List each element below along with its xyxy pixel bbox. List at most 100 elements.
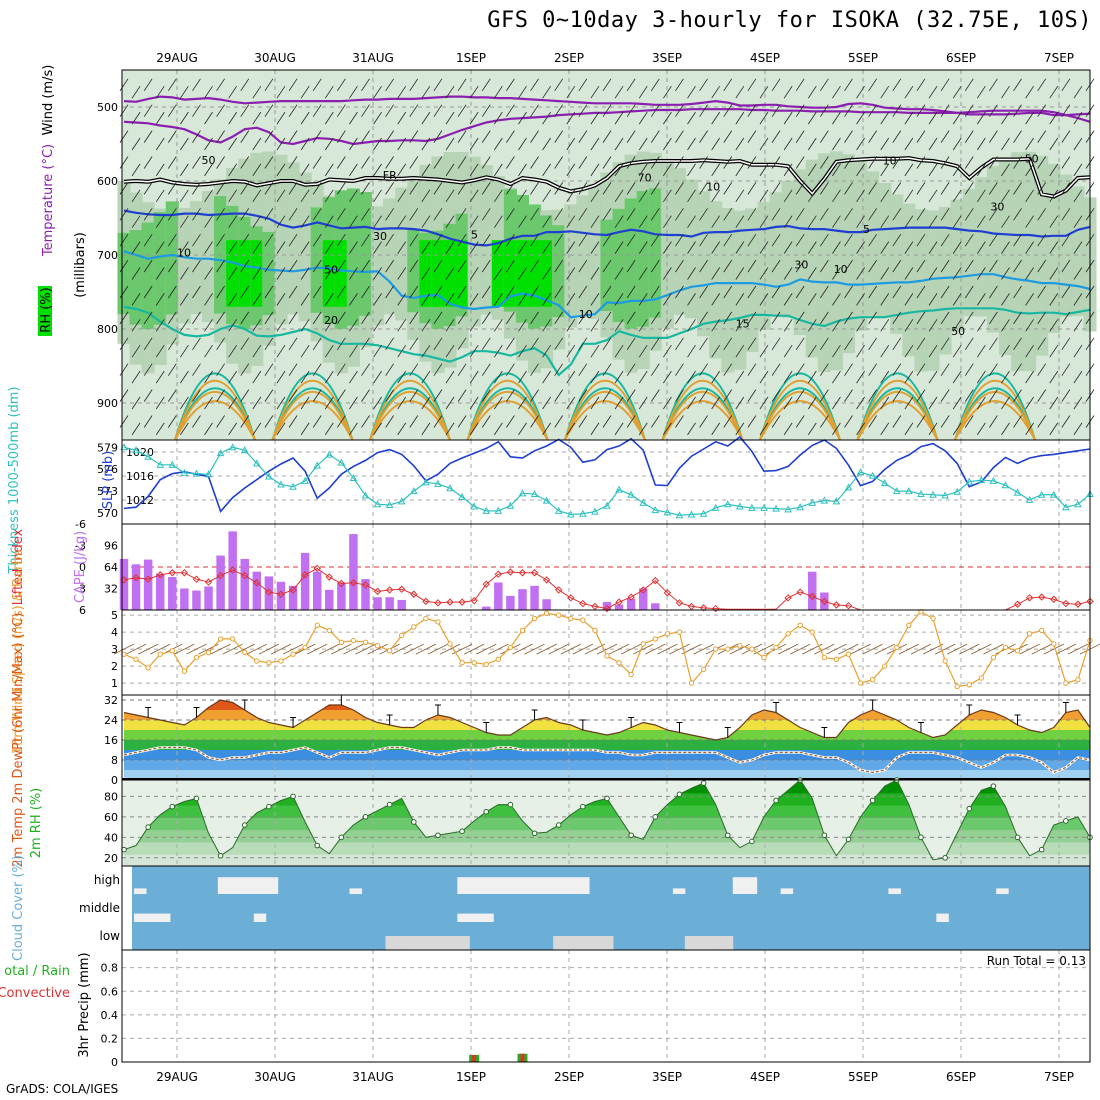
wind-barb	[880, 267, 890, 280]
rh-point	[773, 797, 779, 804]
lifted-index-point	[699, 604, 708, 612]
wind-barb	[155, 396, 165, 410]
wind-barb	[856, 85, 865, 99]
wind-barb	[566, 370, 576, 384]
wind-barb	[518, 422, 527, 436]
wind-barb	[421, 293, 431, 306]
wind-barb	[397, 370, 407, 384]
wind-barb	[614, 422, 624, 436]
wind-barb	[856, 370, 865, 384]
wind-barb	[506, 156, 515, 169]
wind-barb	[349, 241, 358, 254]
rh-point	[1063, 818, 1069, 824]
wind-barb	[747, 208, 757, 221]
wind-barb	[928, 215, 938, 228]
wind-barb	[735, 241, 745, 254]
wind-barb	[343, 643, 364, 655]
wind-barb	[143, 104, 153, 117]
contour-label: 50	[951, 325, 965, 338]
panel-frame	[121, 439, 1091, 525]
wind-barb	[180, 137, 189, 151]
wind-barb	[240, 337, 250, 351]
thickness-point	[772, 504, 780, 512]
rh-band	[998, 157, 1013, 356]
wind-speed-point	[1002, 644, 1009, 651]
temperature-contour	[564, 391, 646, 441]
wind-barb	[964, 156, 974, 169]
wind-barb	[663, 163, 672, 177]
wind-speed-point	[507, 644, 514, 651]
wind-tick: 1	[111, 677, 118, 690]
wind-barb	[300, 137, 310, 151]
wind-barb	[155, 370, 165, 384]
lifted-index-point	[820, 597, 829, 606]
wind-barb	[650, 208, 660, 221]
wind-speed-point	[145, 665, 151, 671]
wind-barb	[650, 415, 660, 428]
wind-barb	[638, 396, 648, 410]
thickness-point	[180, 468, 189, 476]
cape-bar	[276, 581, 286, 610]
wind-barb	[445, 422, 455, 436]
rh-band	[1023, 151, 1037, 372]
wind-barb	[590, 293, 600, 306]
date-label-bottom: 2SEP	[554, 1070, 584, 1084]
thickness-tick: 576	[97, 463, 118, 476]
wind-speed-point	[616, 660, 622, 666]
wind-barb	[506, 78, 515, 92]
date-label-top: 6SEP	[946, 51, 976, 65]
wind-barb	[964, 208, 974, 221]
rh-band	[926, 210, 940, 371]
wind-barb	[844, 233, 853, 247]
high-cloud	[541, 877, 554, 894]
thickness-point	[277, 480, 285, 488]
thickness-point	[784, 505, 792, 513]
wind-barb	[759, 370, 769, 384]
wind-barb	[192, 415, 201, 428]
wind-barb	[421, 163, 431, 177]
rh-band	[986, 166, 1000, 333]
wind-barb	[1013, 156, 1022, 169]
wind-barb	[403, 643, 424, 655]
date-label-top: 4SEP	[750, 51, 780, 65]
lifted-index-point	[168, 569, 177, 577]
wind-barb	[614, 111, 624, 125]
wind-barb	[1049, 293, 1059, 306]
wind-barb	[385, 156, 394, 169]
wind-barb	[976, 422, 986, 436]
lifted-index-point	[156, 571, 164, 579]
wind-barb	[626, 130, 636, 143]
wind-barb	[421, 344, 431, 358]
wind-barb	[590, 163, 600, 177]
low-cloud	[433, 936, 446, 950]
wind-barb	[192, 311, 201, 325]
wind-barb	[989, 415, 998, 428]
wind-barb	[964, 104, 974, 117]
wind-barb	[783, 293, 793, 306]
middle-cloud	[936, 913, 949, 922]
wind-barb	[554, 233, 564, 247]
wind-barb	[650, 78, 660, 92]
wind-speed-point	[229, 636, 236, 642]
wind-barb	[675, 208, 684, 221]
wind-barb	[759, 111, 769, 125]
wind-barb	[312, 78, 322, 92]
rh-point	[386, 801, 393, 808]
wind-barb	[916, 104, 926, 117]
wind-barb	[397, 215, 407, 228]
wind-barb	[300, 215, 310, 228]
wind-barb	[518, 215, 527, 228]
cape-bar	[180, 588, 189, 610]
rh-tick: 80	[104, 790, 118, 803]
wind-barb	[288, 259, 298, 273]
temp-fill	[124, 700, 1090, 780]
wind-barb	[590, 215, 600, 228]
temperature-contour	[856, 391, 939, 441]
wind-barb	[626, 363, 636, 376]
wind-barb	[1049, 111, 1059, 125]
lifted-index-point	[277, 590, 285, 598]
rh-point	[435, 832, 441, 839]
wind-barb	[880, 396, 890, 410]
thickness-point	[240, 446, 249, 454]
wind-barb	[856, 241, 865, 254]
